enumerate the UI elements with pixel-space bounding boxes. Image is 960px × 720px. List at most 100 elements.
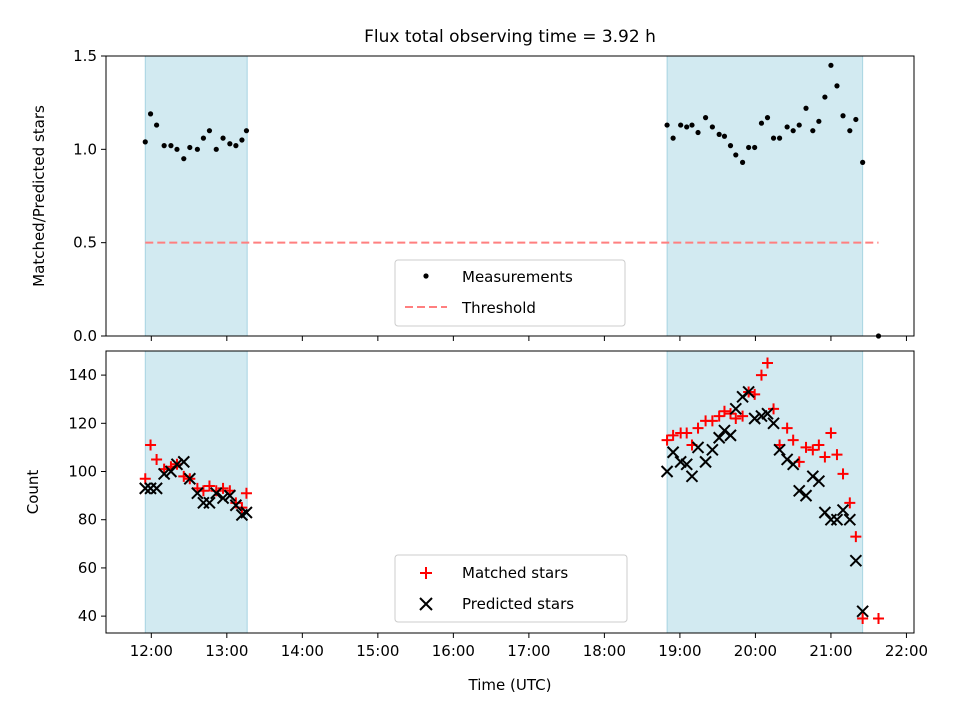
measurement-point — [803, 105, 809, 111]
measurement-point — [822, 94, 828, 100]
measurement-point — [860, 159, 866, 165]
measurement-point — [695, 129, 701, 136]
predicted-star-point — [223, 489, 237, 502]
matched-star-point — [755, 369, 767, 381]
matched-star-point — [831, 449, 843, 461]
x-tick-label: 18:00 — [583, 642, 626, 660]
predicted-star-point — [706, 443, 719, 457]
legend-box-top — [394, 259, 626, 327]
measurement-point — [847, 128, 853, 134]
measurement-point — [142, 139, 148, 145]
measurement-point — [684, 124, 690, 130]
measurement-point — [709, 124, 715, 130]
measurement-point — [840, 113, 846, 119]
observing-span — [666, 55, 864, 337]
matched-star-point — [762, 357, 774, 369]
legend-label-measurements: Measurements — [462, 268, 573, 286]
predicted-star-point — [799, 489, 813, 502]
matched-star-point — [857, 613, 869, 625]
matched-star-point — [825, 427, 837, 439]
matched-star-point — [873, 613, 885, 625]
x-tick-label: 15:00 — [356, 642, 399, 660]
predicted-star-point — [680, 458, 693, 471]
measurement-point — [213, 146, 219, 152]
chart-title: Flux total observing time = 3.92 h — [364, 27, 656, 47]
predicted-star-point — [685, 470, 699, 483]
y-tick-label: 140 — [68, 366, 97, 384]
predicted-star-point — [830, 513, 844, 526]
measurement-point — [206, 128, 213, 134]
y-ticks-top: 0.0 0.5 1.0 1.5 — [73, 47, 106, 345]
measurement-point — [828, 62, 834, 68]
measurement-point — [168, 143, 174, 149]
predicted-star-point — [761, 407, 774, 420]
x-ticks-bottom: 12:00 13:00 14:00 15:00 16:00 17:00 18:00 19:00… — [130, 633, 928, 660]
predicted-star-point — [240, 506, 253, 519]
legend-box-bottom — [394, 554, 628, 623]
measurement-point — [716, 131, 722, 137]
matched-star-point — [819, 451, 831, 463]
predicted-star-point — [691, 441, 705, 454]
axes-frame-top — [105, 55, 915, 337]
x-tick-label: 12:00 — [130, 642, 173, 660]
measurement-point — [689, 122, 695, 128]
legend-bottom: Matched stars Predicted stars — [394, 554, 628, 623]
predicted-star-point — [773, 443, 786, 457]
predicted-star-point — [742, 385, 755, 399]
x-ticks-top — [150, 336, 907, 341]
predicted-star-point — [724, 429, 737, 442]
matched-star-point — [151, 453, 163, 465]
matched-star-point — [667, 429, 679, 441]
measurement-point — [733, 152, 739, 158]
measurement-point — [776, 135, 783, 141]
measurement-point — [796, 122, 802, 128]
matched-star-point — [681, 427, 693, 439]
x-tick-label: 20:00 — [734, 642, 777, 660]
x-tick-label: 22:00 — [885, 642, 928, 660]
observing-spans-top — [144, 55, 864, 337]
x-axis-label: Time (UTC) — [468, 676, 552, 694]
matched-star-point — [217, 482, 229, 494]
matched-star-point — [661, 434, 673, 446]
measurement-point — [174, 146, 180, 152]
observing-span — [144, 55, 248, 337]
matched-star-point — [781, 422, 793, 434]
measurement-point — [727, 143, 734, 149]
predicted-star-point — [150, 482, 163, 495]
matched-star-point — [145, 439, 157, 451]
matched-star-point — [718, 405, 730, 417]
matched-star-point — [139, 473, 151, 485]
predicted-star-point — [699, 455, 712, 469]
x-tick-label: 16:00 — [432, 642, 475, 660]
measurement-point — [702, 115, 709, 121]
y-tick-label: 100 — [68, 463, 97, 481]
measurement-point — [784, 124, 790, 130]
count-panel: 12:00 13:00 14:00 15:00 16:00 17:00 18:00 19:00… — [24, 350, 928, 694]
measurement-point — [746, 144, 752, 151]
matched-star-point — [837, 468, 849, 480]
predicted-star-point — [229, 499, 243, 512]
y-tick-label: 0.5 — [73, 234, 97, 252]
predicted-star-point — [139, 482, 152, 495]
predicted-star-point — [191, 486, 204, 500]
matched-star-point — [713, 410, 725, 422]
x-tick-label: 21:00 — [809, 642, 852, 660]
observing-span — [666, 350, 864, 634]
matched-star-point — [730, 412, 742, 424]
predicted-star-point — [812, 474, 826, 488]
legend-label-predicted: Predicted stars — [462, 595, 574, 613]
legend-top: Measurements Threshold — [394, 259, 626, 327]
predicted-star-point — [793, 484, 806, 498]
matched-star-point — [706, 415, 718, 427]
y-tick-label: 40 — [78, 607, 97, 625]
predicted-star-point — [729, 402, 742, 416]
matched-star-point — [800, 441, 812, 453]
predicted-star-point — [712, 431, 726, 444]
y-tick-label: 60 — [78, 559, 97, 577]
legend-marker-matched — [420, 567, 432, 579]
measurement-point — [721, 133, 728, 139]
measurement-point — [243, 128, 250, 134]
predicted-star-point — [748, 412, 761, 425]
axes-frame-bottom — [105, 350, 915, 634]
measurement-point — [181, 156, 187, 162]
